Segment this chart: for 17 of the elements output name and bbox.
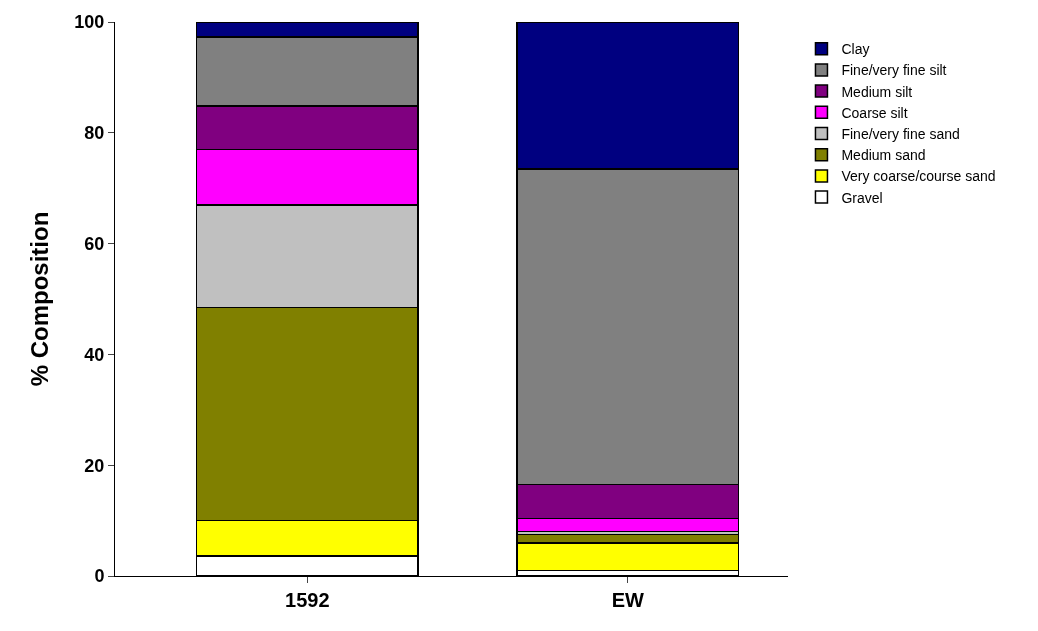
y-axis-title: % Composition — [26, 211, 54, 387]
y-tick-label: 60 — [84, 233, 105, 254]
y-tick-label: 0 — [94, 566, 105, 587]
y-tick-label: 20 — [84, 455, 105, 476]
legend-label: Coarse silt — [841, 104, 908, 121]
y-tick-label: 80 — [84, 123, 105, 144]
x-tick-label: EW — [611, 589, 644, 611]
legend-label: Very coarse/course sand — [841, 168, 996, 185]
legend-label: Fine/very fine sand — [841, 125, 960, 142]
legend-label: Medium sand — [841, 147, 926, 164]
y-tick-label: 100 — [74, 12, 105, 33]
legend-label: Gravel — [841, 189, 883, 206]
legend-label: Fine/very fine silt — [841, 62, 947, 79]
legend-label: Clay — [841, 41, 870, 58]
legend-label: Medium silt — [841, 83, 913, 100]
x-tick-label: 1592 — [285, 589, 330, 611]
y-tick-label: 40 — [84, 344, 105, 365]
